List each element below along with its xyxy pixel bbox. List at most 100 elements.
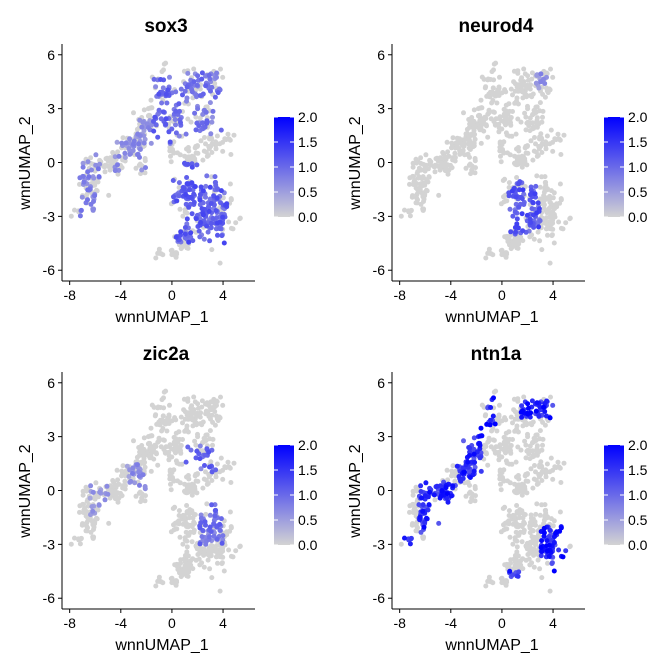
legend-tick-label: 0.5 bbox=[628, 512, 648, 528]
cell-point bbox=[171, 194, 176, 200]
cell-point bbox=[214, 133, 220, 139]
legend-tick-label: 0.0 bbox=[628, 537, 648, 553]
cell-point bbox=[189, 164, 195, 170]
cell-point bbox=[196, 123, 202, 129]
cell-point bbox=[92, 496, 98, 502]
cell-point bbox=[505, 478, 510, 484]
cell-point bbox=[155, 134, 161, 140]
cell-point bbox=[178, 120, 183, 126]
cell-point bbox=[537, 512, 543, 518]
cell-point bbox=[529, 93, 535, 98]
cell-point bbox=[137, 161, 143, 167]
cell-point bbox=[173, 130, 179, 136]
cell-point bbox=[494, 100, 500, 106]
cell-point bbox=[545, 232, 550, 238]
cell-point bbox=[519, 403, 525, 409]
cell-point bbox=[210, 216, 216, 221]
cell-point bbox=[548, 188, 554, 194]
cell-point bbox=[212, 401, 218, 406]
cell-point bbox=[186, 515, 192, 521]
color-legend-ticks: 0.0 0.5 1.0 1.5 2.0 bbox=[274, 109, 318, 225]
cell-point bbox=[471, 128, 477, 133]
cell-point bbox=[471, 451, 477, 457]
cell-point bbox=[533, 183, 539, 189]
cell-point bbox=[528, 138, 534, 144]
cell-point bbox=[541, 404, 547, 410]
cell-point bbox=[141, 133, 147, 139]
cell-point bbox=[543, 467, 549, 473]
cell-point bbox=[185, 561, 191, 567]
cell-point bbox=[85, 197, 90, 203]
x-tick-label: 0 bbox=[498, 615, 506, 631]
cell-point bbox=[467, 489, 473, 495]
cell-point bbox=[95, 507, 101, 513]
cell-point bbox=[160, 413, 166, 419]
cell-point bbox=[89, 504, 95, 510]
cell-point bbox=[102, 162, 108, 168]
cell-point bbox=[427, 489, 433, 495]
cell-point bbox=[195, 106, 201, 112]
cell-point bbox=[537, 428, 543, 434]
cell-point bbox=[90, 207, 96, 213]
cell-point bbox=[481, 128, 487, 134]
cell-point bbox=[531, 546, 537, 552]
cell-point bbox=[220, 554, 226, 560]
cell-point bbox=[544, 210, 550, 216]
cell-point bbox=[199, 404, 205, 410]
cell-point bbox=[540, 114, 545, 120]
cell-point bbox=[190, 238, 196, 244]
cell-point bbox=[72, 535, 77, 541]
cell-point bbox=[186, 569, 192, 575]
cell-point bbox=[134, 126, 140, 132]
cell-point bbox=[203, 477, 209, 483]
cell-point bbox=[200, 212, 206, 218]
cell-point bbox=[504, 448, 510, 454]
cell-point bbox=[497, 467, 503, 473]
cell-point bbox=[224, 201, 230, 207]
cell-point bbox=[183, 557, 188, 563]
cell-point bbox=[557, 465, 563, 471]
cell-point bbox=[212, 174, 218, 180]
cell-point bbox=[155, 405, 161, 411]
cell-point bbox=[519, 211, 525, 217]
cell-point bbox=[475, 125, 481, 131]
cell-point bbox=[90, 489, 96, 495]
panel-title: neurod4 bbox=[459, 16, 534, 37]
cell-point bbox=[172, 520, 178, 526]
cell-point bbox=[185, 245, 191, 251]
cell-point bbox=[498, 481, 503, 487]
cell-point bbox=[200, 157, 206, 163]
cell-point bbox=[170, 475, 175, 480]
legend-tick-label: 0.5 bbox=[628, 184, 648, 200]
cell-point bbox=[436, 192, 442, 198]
cell-point bbox=[516, 241, 522, 247]
cell-point bbox=[538, 71, 544, 77]
cell-point bbox=[510, 213, 516, 219]
cell-point bbox=[95, 179, 101, 185]
cell-point bbox=[115, 491, 120, 497]
cell-point bbox=[106, 520, 112, 526]
cell-point bbox=[471, 118, 477, 124]
cell-point bbox=[184, 549, 190, 555]
cell-point bbox=[534, 481, 540, 487]
cell-point bbox=[81, 502, 86, 507]
cell-point bbox=[175, 440, 181, 445]
cell-point bbox=[192, 399, 198, 405]
cell-point bbox=[184, 538, 190, 544]
cell-point bbox=[226, 547, 232, 553]
cell-point bbox=[182, 231, 188, 237]
cell-point bbox=[541, 193, 547, 199]
cell-point bbox=[203, 183, 209, 189]
cell-point bbox=[529, 76, 535, 82]
cell-point bbox=[530, 157, 536, 163]
cell-point bbox=[420, 191, 425, 197]
legend-tick-label: 1.0 bbox=[628, 159, 648, 175]
cell-point bbox=[426, 502, 432, 508]
cell-point bbox=[174, 526, 180, 532]
y-axis-title: wnnUMAP_2 bbox=[347, 116, 364, 210]
cell-point bbox=[193, 543, 199, 549]
cell-point bbox=[112, 154, 118, 160]
cell-point bbox=[186, 187, 192, 193]
cell-point bbox=[530, 200, 536, 205]
cell-point bbox=[450, 463, 456, 469]
